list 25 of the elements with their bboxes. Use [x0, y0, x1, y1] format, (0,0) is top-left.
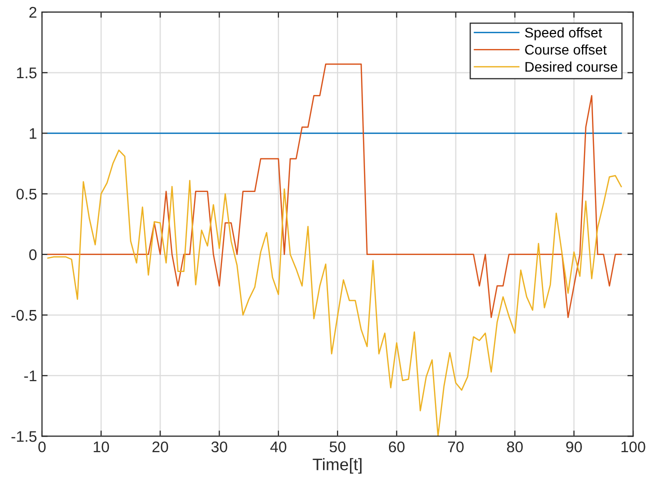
x-tick-label: 50 [330, 441, 346, 452]
line-series [47, 64, 622, 318]
y-tick-label: -1 [24, 370, 36, 382]
x-tick-label: 100 [622, 441, 646, 452]
y-tick-label: 2 [29, 6, 36, 18]
x-tick-label: 80 [507, 441, 523, 452]
x-tick-label: 30 [211, 441, 228, 452]
x-tick-label: 20 [152, 441, 168, 452]
x-tick-label: 90 [566, 441, 582, 452]
legend-label: Speed offset [525, 27, 602, 40]
y-tick-label: -0.5 [11, 310, 36, 321]
y-tick-label: -1.5 [11, 431, 36, 442]
legend-label: Desired course [526, 62, 618, 72]
line-series [47, 150, 622, 436]
legend-label: Course offset [525, 44, 607, 55]
y-tick-label: 1.5 [17, 68, 36, 78]
y-tick-label: 0.5 [16, 188, 36, 200]
x-axis-title: Time[t] [312, 458, 362, 474]
y-tick-label: 0 [29, 249, 37, 260]
x-tick-label: 60 [388, 441, 405, 452]
x-tick-label: 10 [94, 441, 109, 452]
y-tick-label: 1 [30, 128, 36, 139]
x-tick-label: 70 [448, 441, 464, 452]
x-tick-label: 40 [270, 441, 286, 452]
x-tick-label: 0 [38, 441, 46, 452]
